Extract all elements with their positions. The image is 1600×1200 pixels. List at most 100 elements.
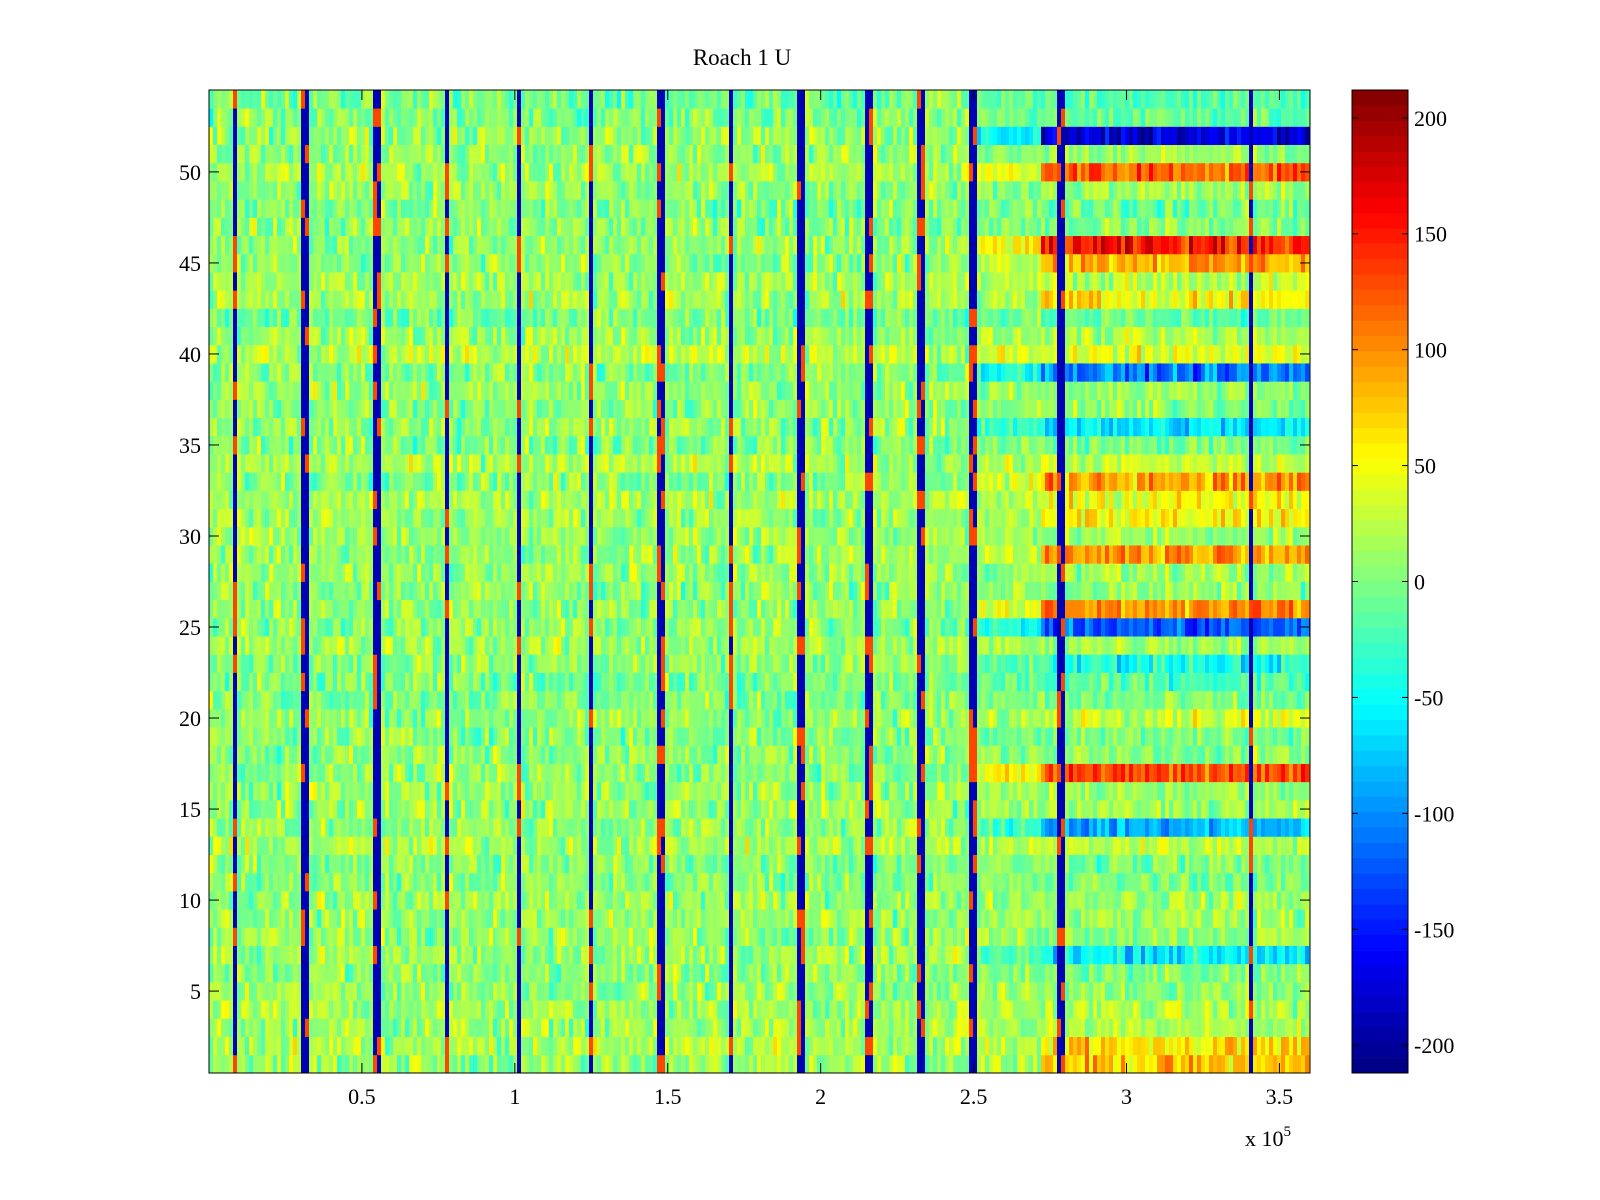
heatmap-cell bbox=[1141, 799, 1146, 819]
heatmap-cell bbox=[1177, 890, 1182, 910]
heatmap-cell bbox=[241, 818, 246, 837]
heatmap-cell bbox=[845, 1054, 850, 1074]
heatmap-cell bbox=[433, 854, 438, 874]
heatmap-cell bbox=[417, 872, 422, 892]
heatmap-cell bbox=[725, 781, 730, 801]
heatmap-cell bbox=[589, 945, 594, 965]
heatmap-cell bbox=[721, 927, 726, 946]
heatmap-cell bbox=[665, 745, 670, 764]
heatmap-cell bbox=[1021, 1018, 1026, 1037]
heatmap-cell bbox=[1173, 945, 1178, 965]
heatmap-cell bbox=[401, 818, 406, 837]
heatmap-cell bbox=[997, 745, 1002, 764]
heatmap-cell bbox=[785, 745, 790, 764]
heatmap-cell bbox=[209, 727, 214, 746]
heatmap-cell bbox=[585, 1000, 590, 1019]
heatmap-cell bbox=[1217, 763, 1222, 783]
heatmap-cell bbox=[469, 1000, 474, 1019]
heatmap-cell bbox=[909, 745, 914, 764]
heatmap-cell bbox=[273, 1036, 278, 1056]
heatmap-cell bbox=[685, 799, 690, 819]
heatmap-cell bbox=[245, 1018, 250, 1037]
heatmap-cell bbox=[889, 872, 894, 892]
heatmap-cell bbox=[889, 799, 894, 819]
heatmap-cell bbox=[657, 963, 662, 983]
heatmap-cell bbox=[809, 818, 814, 837]
heatmap-cell bbox=[601, 854, 606, 874]
heatmap-cell bbox=[213, 1054, 218, 1074]
heatmap-cell bbox=[329, 781, 334, 801]
heatmap-cell bbox=[1193, 1018, 1198, 1037]
heatmap-cell bbox=[341, 872, 346, 892]
heatmap-cell bbox=[733, 854, 738, 874]
heatmap-cell bbox=[637, 945, 642, 965]
heatmap-cell bbox=[1201, 945, 1206, 965]
heatmap-cell bbox=[1077, 763, 1082, 783]
heatmap-cell bbox=[489, 1000, 494, 1019]
heatmap-cell bbox=[437, 799, 442, 819]
heatmap-cell bbox=[925, 909, 930, 928]
heatmap-cell bbox=[497, 872, 502, 892]
heatmap-cell bbox=[721, 1018, 726, 1037]
heatmap-cell bbox=[1209, 945, 1214, 965]
heatmap-cell bbox=[1165, 981, 1170, 1001]
heatmap-cell bbox=[253, 1036, 258, 1056]
heatmap-cell bbox=[893, 1000, 898, 1019]
heatmap-cell bbox=[1053, 799, 1058, 819]
heatmap-cell bbox=[413, 945, 418, 965]
heatmap-cell bbox=[861, 945, 866, 965]
heatmap-cell bbox=[781, 763, 786, 783]
heatmap-cell bbox=[813, 818, 818, 837]
heatmap-cell bbox=[1057, 1054, 1062, 1074]
heatmap-cell bbox=[541, 1018, 546, 1037]
heatmap-cell bbox=[777, 945, 782, 965]
heatmap-cell bbox=[629, 909, 634, 928]
heatmap-cell bbox=[953, 781, 958, 801]
heatmap-cell bbox=[309, 1054, 314, 1074]
heatmap-cell bbox=[1261, 799, 1266, 819]
heatmap-cell bbox=[489, 745, 494, 764]
heatmap-cell bbox=[1261, 1054, 1266, 1074]
heatmap-cell bbox=[1153, 745, 1158, 764]
heatmap-cell bbox=[945, 927, 950, 946]
heatmap-cell bbox=[477, 1054, 482, 1074]
heatmap-cell bbox=[717, 781, 722, 801]
heatmap-cell bbox=[645, 927, 650, 946]
heatmap-cell bbox=[569, 799, 574, 819]
heatmap-cell bbox=[293, 1036, 298, 1056]
heatmap-cell bbox=[1049, 909, 1054, 928]
heatmap-cell bbox=[249, 854, 254, 874]
heatmap-cell bbox=[785, 927, 790, 946]
heatmap-cell bbox=[1045, 1018, 1050, 1037]
heatmap-cell bbox=[777, 963, 782, 983]
heatmap-cell bbox=[497, 890, 502, 910]
heatmap-cell bbox=[1069, 963, 1074, 983]
heatmap-cell bbox=[1009, 890, 1014, 910]
heatmap-cell bbox=[577, 927, 582, 946]
heatmap-cell bbox=[829, 745, 834, 764]
heatmap-cell bbox=[725, 890, 730, 910]
heatmap-cell bbox=[709, 1000, 714, 1019]
heatmap-cell bbox=[993, 763, 998, 783]
heatmap-cell bbox=[977, 763, 982, 783]
heatmap-cell bbox=[741, 963, 746, 983]
heatmap-cell bbox=[697, 890, 702, 910]
heatmap-cell bbox=[649, 745, 654, 764]
heatmap-cell bbox=[257, 763, 262, 783]
heatmap-cell bbox=[1253, 1018, 1258, 1037]
heatmap-cell bbox=[729, 945, 734, 965]
heatmap-cell bbox=[1169, 1036, 1174, 1056]
heatmap-cell bbox=[933, 890, 938, 910]
heatmap-cell bbox=[269, 1054, 274, 1074]
heatmap-cell bbox=[237, 818, 242, 837]
heatmap-cell bbox=[673, 781, 678, 801]
heatmap-cell bbox=[1249, 872, 1254, 892]
heatmap-cell bbox=[577, 909, 582, 928]
heatmap-cell bbox=[1165, 872, 1170, 892]
heatmap-cell bbox=[609, 1036, 614, 1056]
heatmap-cell bbox=[961, 909, 966, 928]
heatmap-cell bbox=[1097, 1018, 1102, 1037]
heatmap-cell bbox=[385, 909, 390, 928]
heatmap-cell bbox=[905, 872, 910, 892]
heatmap-cell bbox=[449, 927, 454, 946]
